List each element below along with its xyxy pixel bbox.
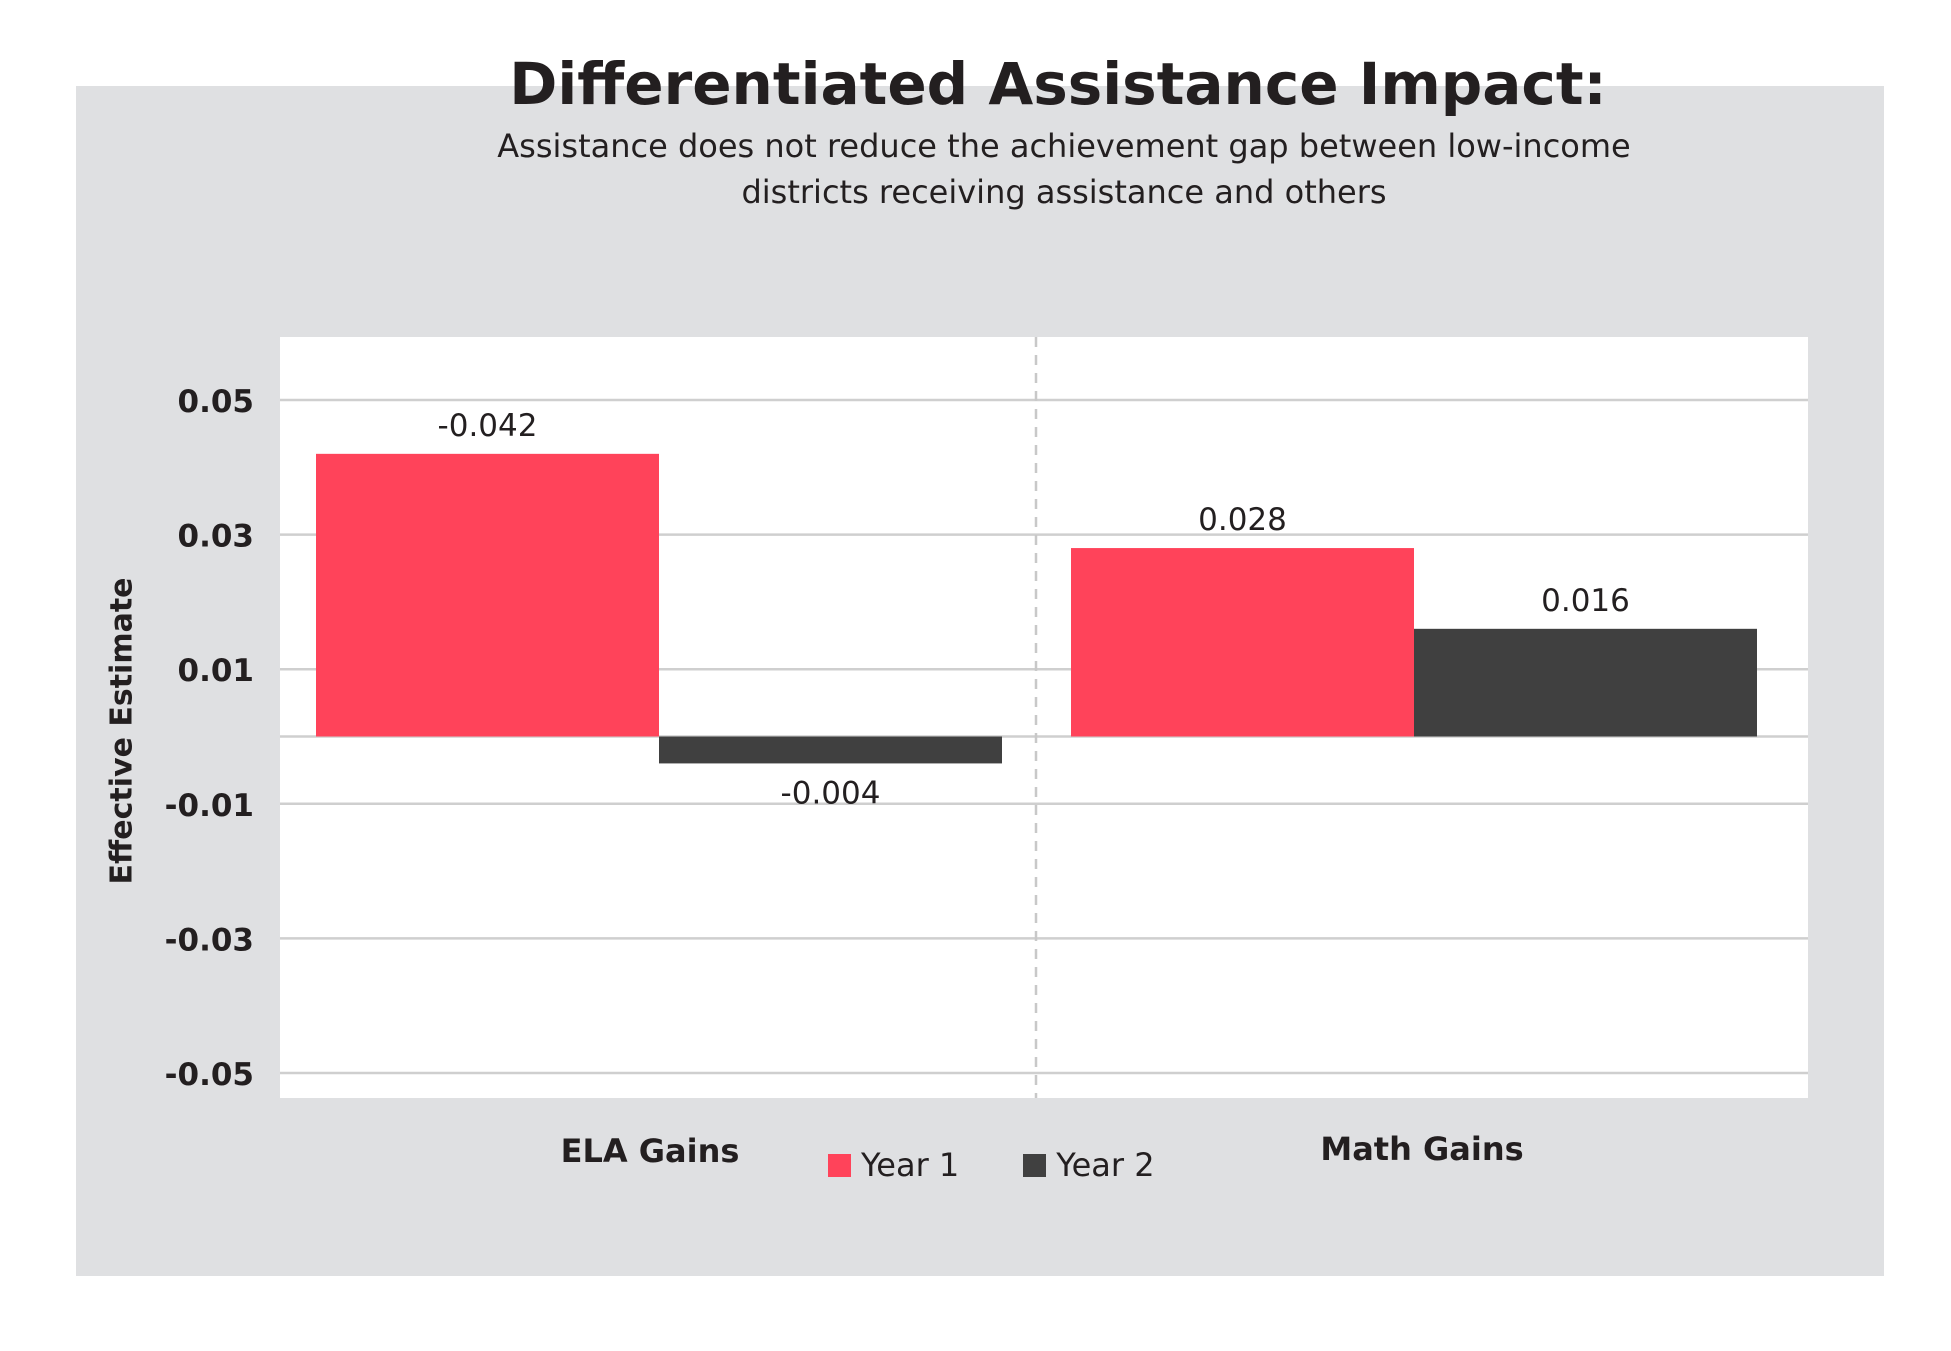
bar-year-1-ela-gains — [316, 453, 659, 737]
y-tick-label: -0.03 — [165, 922, 254, 958]
legend-label: Year 1 — [861, 1146, 960, 1184]
y-tick-label: -0.05 — [165, 1057, 254, 1093]
data-label: -0.042 — [438, 408, 538, 444]
legend-label: Year 2 — [1056, 1146, 1155, 1184]
data-label: -0.004 — [781, 775, 881, 811]
y-tick-label: 0.03 — [178, 519, 255, 555]
bar-year-1-math-gains — [1071, 548, 1414, 737]
legend: Year 1 Year 2 — [828, 1142, 1155, 1188]
category-label: Math Gains — [1320, 1130, 1523, 1168]
legend-item: Year 2 — [1023, 1146, 1155, 1184]
y-tick-label: 0.05 — [178, 384, 255, 420]
legend-swatch — [1023, 1153, 1047, 1177]
data-label: 0.016 — [1541, 583, 1630, 619]
chart-title: Differentiated Assistance Impact: — [509, 50, 1607, 118]
y-tick-label: 0.01 — [178, 653, 255, 689]
category-label: ELA Gains — [561, 1132, 740, 1170]
bar-year-2-ela-gains — [659, 736, 1002, 764]
legend-item: Year 1 — [828, 1146, 959, 1184]
chart-subtitle: Assistance does not reduce the achieveme… — [497, 127, 1631, 211]
legend-swatch — [828, 1153, 851, 1177]
y-tick-label: -0.01 — [165, 788, 254, 824]
bar-year-2-math-gains — [1414, 628, 1757, 737]
data-label: 0.028 — [1198, 502, 1287, 538]
